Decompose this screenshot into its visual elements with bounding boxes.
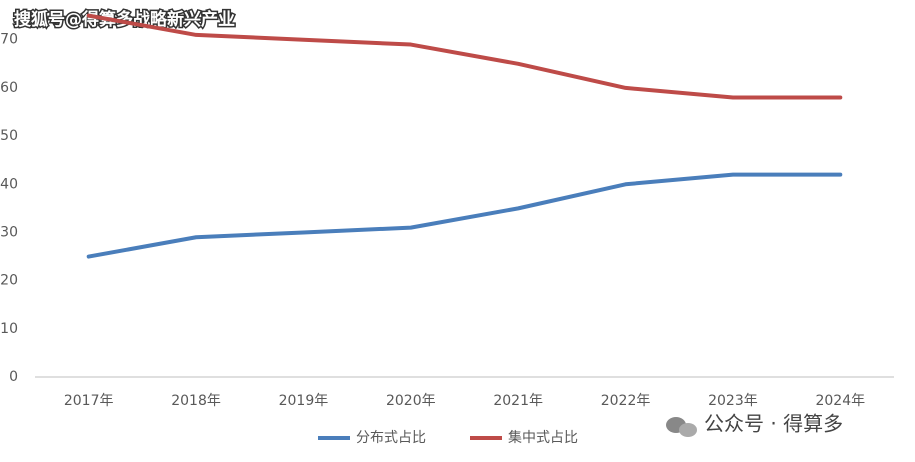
wechat-icon: [666, 417, 697, 437]
x-tick-label: 2018年: [171, 393, 221, 409]
y-tick-label: 10: [0, 321, 18, 337]
y-tick-label: 30: [0, 224, 18, 240]
x-tick-label: 2019年: [279, 393, 329, 409]
x-tick-label: 2024年: [815, 393, 865, 409]
legend-label: 分布式占比: [356, 430, 426, 446]
y-tick-label: 0: [9, 369, 18, 385]
x-tick-label: 2022年: [601, 393, 651, 409]
watermark: 搜狐号@得算多战略新兴产业: [14, 9, 235, 30]
y-tick-label: 60: [0, 80, 18, 96]
series-line: [86, 172, 843, 259]
y-tick-label: 20: [0, 273, 18, 289]
watermark: 公众号 · 得算多: [704, 412, 843, 436]
y-tick-label: 50: [0, 128, 18, 144]
x-tick-label: 2020年: [386, 393, 436, 409]
legend-label: 集中式占比: [508, 429, 578, 446]
series-line: [86, 13, 843, 100]
x-tick-label: 2017年: [64, 393, 114, 409]
y-tick-label: 40: [0, 176, 18, 192]
y-tick-label: 70: [0, 32, 18, 48]
x-tick-label: 2023年: [708, 393, 758, 409]
x-tick-label: 2021年: [493, 393, 543, 409]
